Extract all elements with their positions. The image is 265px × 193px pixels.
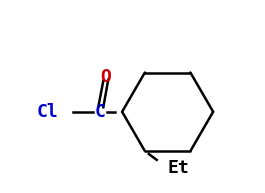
Text: C: C [95,103,106,121]
Text: Cl: Cl [37,103,59,121]
Text: O: O [100,68,111,86]
Text: Et: Et [168,159,189,177]
